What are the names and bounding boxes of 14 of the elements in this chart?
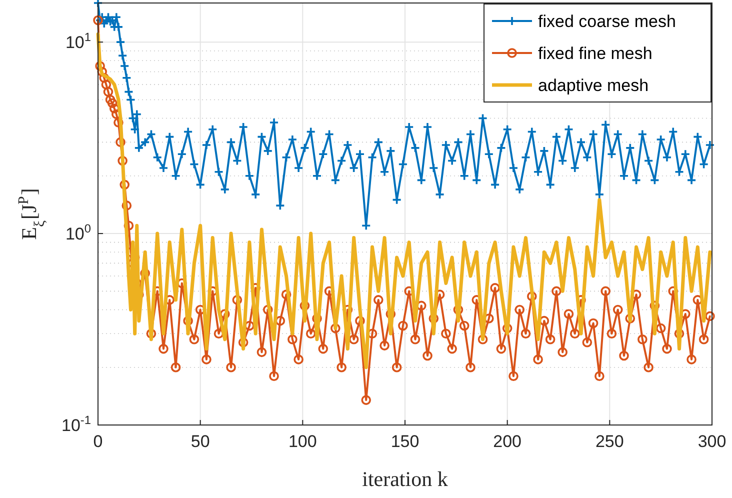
legend-label: adaptive mesh — [538, 76, 649, 95]
y-tick-label: 10$^{0}$ — [65, 222, 92, 244]
legend-label: fixed coarse mesh — [538, 12, 676, 31]
x-tick-label: 250 — [595, 432, 624, 451]
x-axis-title: iteration k — [362, 467, 448, 491]
x-tick-label: 150 — [390, 432, 420, 451]
x-tick-label: 200 — [493, 432, 522, 451]
y-tick-label: 10$^{-1}$ — [62, 413, 92, 435]
legend-label: fixed fine mesh — [538, 44, 652, 63]
y-tick-label: 10$^{1}$ — [65, 30, 92, 52]
x-tick-label: 0 — [93, 432, 103, 451]
x-tick-label: 300 — [698, 432, 726, 451]
x-tick-label: 100 — [288, 432, 317, 451]
x-tick-label: 50 — [190, 432, 210, 451]
